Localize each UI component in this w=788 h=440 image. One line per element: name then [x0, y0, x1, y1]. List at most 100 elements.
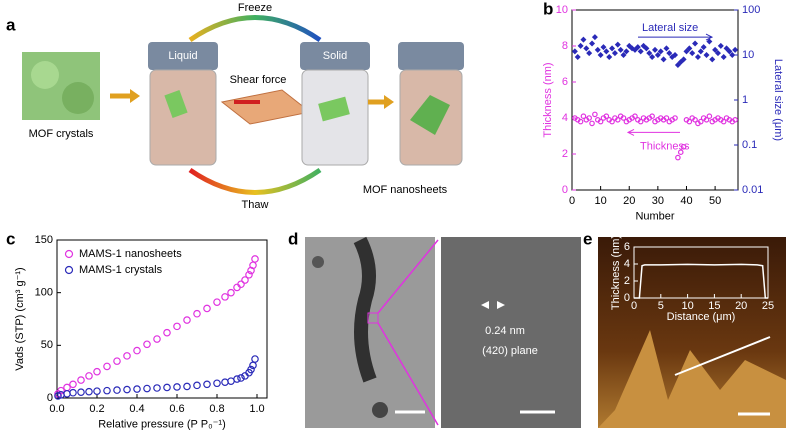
point — [193, 309, 201, 318]
point — [686, 118, 693, 125]
point — [245, 270, 253, 279]
y-tick-label: 0 — [624, 292, 630, 304]
point — [697, 118, 704, 125]
point — [603, 48, 610, 55]
plate — [220, 89, 312, 125]
point — [183, 382, 191, 391]
point — [571, 48, 578, 55]
plot-frame — [56, 239, 268, 399]
point — [649, 113, 655, 120]
point — [85, 387, 93, 396]
point — [726, 48, 733, 55]
point — [247, 365, 255, 374]
point — [611, 50, 618, 57]
point — [227, 288, 235, 297]
y2-axis-label: Lateral size (μm) — [772, 59, 784, 141]
legend-marker — [64, 249, 74, 259]
point — [692, 40, 699, 47]
point — [666, 50, 673, 57]
x-tick-label: 0.8 — [209, 403, 224, 415]
point — [574, 54, 581, 61]
point — [720, 54, 727, 61]
y-tick-label: 2 — [562, 148, 568, 160]
point — [657, 48, 664, 55]
point — [597, 52, 604, 58]
tem-feature — [312, 256, 324, 268]
powder — [62, 82, 94, 114]
x-tick-label: 30 — [652, 195, 664, 207]
point — [133, 385, 141, 393]
point — [251, 355, 259, 363]
y-tick-label: 4 — [624, 258, 630, 270]
point — [69, 380, 77, 389]
point — [689, 50, 696, 57]
point — [193, 381, 201, 390]
point — [614, 41, 621, 48]
sheet — [164, 89, 188, 119]
point — [606, 54, 613, 61]
point — [577, 118, 584, 125]
point — [706, 38, 713, 45]
x-tick-label: 10 — [681, 300, 693, 312]
point — [609, 45, 616, 52]
point — [589, 120, 595, 127]
point — [173, 383, 181, 391]
point — [672, 115, 678, 121]
arrowhead — [481, 301, 505, 309]
point — [597, 118, 604, 125]
legend-marker — [64, 265, 74, 275]
y2-tick-label: 0.1 — [742, 139, 757, 151]
point — [77, 388, 85, 397]
arrow — [384, 95, 394, 109]
point — [113, 357, 121, 365]
point — [93, 367, 101, 376]
sheet — [410, 95, 450, 135]
point — [233, 375, 241, 383]
point — [577, 42, 584, 49]
powder — [31, 61, 59, 89]
point — [623, 48, 630, 55]
y2-tick-label: 100 — [742, 4, 760, 16]
x-tick-label: 5 — [658, 300, 664, 312]
panel-label: e — [583, 229, 592, 248]
x-tick-label: 20 — [735, 300, 747, 312]
arc — [188, 15, 322, 43]
afm-flake — [598, 330, 786, 428]
jar-lid — [300, 42, 370, 70]
point — [213, 298, 221, 306]
y2-tick-label: 1 — [742, 94, 748, 106]
y-tick-label: 50 — [41, 339, 53, 351]
point — [632, 113, 638, 120]
point — [732, 117, 738, 123]
label: MOF crystals — [29, 128, 94, 140]
point — [614, 117, 621, 123]
point — [594, 46, 601, 53]
point — [103, 386, 111, 395]
point — [237, 374, 245, 382]
point — [77, 376, 85, 384]
point — [163, 383, 171, 392]
y-axis-label: Thickness (nm) — [610, 235, 622, 310]
y-tick-label: 100 — [35, 287, 53, 299]
y-tick-label: 0 — [562, 184, 568, 196]
point — [580, 36, 587, 43]
point — [153, 384, 161, 392]
point — [103, 362, 111, 371]
line — [634, 263, 768, 299]
y-tick-label: 2 — [624, 275, 630, 287]
annotation: Thickness — [640, 141, 690, 153]
annotation-arrow — [626, 128, 680, 136]
y-tick-label: 150 — [35, 234, 53, 246]
point — [620, 115, 627, 121]
point — [123, 385, 131, 394]
point — [153, 335, 161, 343]
panel-label: d — [288, 229, 298, 248]
x-tick-label: 20 — [623, 195, 635, 207]
x-tick-label: 0.4 — [129, 403, 144, 415]
y-tick-label: 6 — [624, 241, 630, 253]
point — [163, 328, 171, 337]
jar — [149, 69, 217, 166]
plot-frame — [633, 246, 769, 299]
annotation-arrow — [638, 33, 714, 41]
